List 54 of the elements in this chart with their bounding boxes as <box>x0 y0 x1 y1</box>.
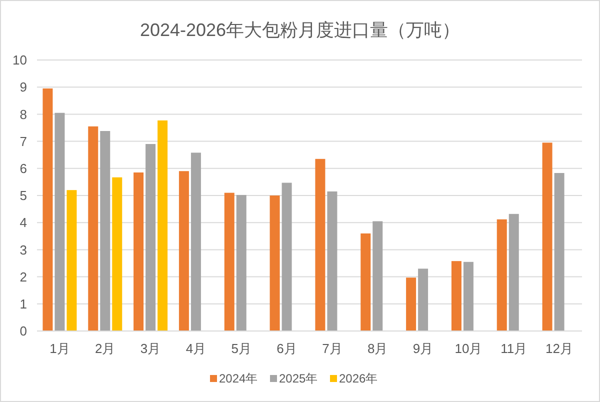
x-tick-label: 2月 <box>95 341 116 356</box>
legend-label: 2025年 <box>279 372 318 386</box>
bar <box>54 112 65 331</box>
x-tick-label: 5月 <box>231 341 252 356</box>
x-tick-label: 12月 <box>546 341 574 356</box>
bar <box>42 88 53 331</box>
x-tick-label: 11月 <box>500 341 528 356</box>
bar <box>327 191 338 331</box>
bar <box>315 158 326 331</box>
x-tick-label: 6月 <box>276 341 297 356</box>
bar <box>496 219 507 331</box>
x-tick-label: 4月 <box>186 341 206 356</box>
x-tick-label: 9月 <box>412 341 434 356</box>
bar <box>66 190 77 331</box>
y-tick-label: 6 <box>20 160 27 176</box>
bar <box>554 173 564 331</box>
bar <box>100 131 110 331</box>
bar <box>360 233 371 331</box>
y-tick-label: 1 <box>20 296 27 312</box>
y-tick-label: 0 <box>20 324 27 339</box>
legend-label: 2024年 <box>219 372 258 386</box>
x-tick-label: 1月 <box>50 341 70 356</box>
bar <box>463 262 474 331</box>
y-tick-label: 7 <box>20 134 27 149</box>
bar <box>158 120 168 331</box>
y-tick-label: 3 <box>20 242 27 258</box>
chart-title: 2024-2026年大包粉月度进口量（万吨） <box>140 20 460 40</box>
x-tick-label: 8月 <box>368 341 388 356</box>
x-tick-label: 3月 <box>140 341 161 356</box>
y-tick-label: 2 <box>20 269 27 284</box>
bar <box>270 196 280 331</box>
y-tick-label: 5 <box>20 188 27 204</box>
y-tick-label: 9 <box>20 80 27 95</box>
bar <box>236 194 246 331</box>
bar <box>178 171 189 331</box>
bar <box>508 214 519 331</box>
y-tick-label: 8 <box>20 106 27 122</box>
bar <box>88 126 98 331</box>
bar <box>372 221 383 331</box>
bar <box>190 152 201 331</box>
x-tick-label: 10月 <box>454 341 482 356</box>
bar <box>418 268 428 331</box>
bar <box>112 177 122 331</box>
bar <box>282 182 292 331</box>
bar <box>542 142 552 331</box>
bar <box>146 144 156 331</box>
bar <box>224 192 234 331</box>
bar <box>134 172 144 331</box>
x-tick-label: 7月 <box>322 341 342 356</box>
y-tick-label: 10 <box>12 52 27 68</box>
bar <box>406 278 416 331</box>
y-tick-label: 4 <box>20 215 27 230</box>
legend-label: 2026年 <box>339 372 378 386</box>
bar <box>451 261 462 331</box>
